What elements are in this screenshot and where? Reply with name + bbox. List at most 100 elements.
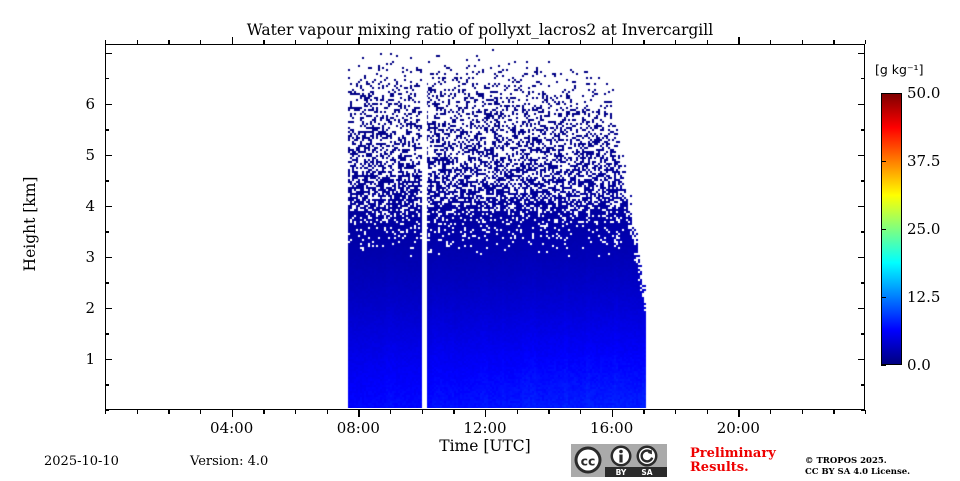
x-tick-top — [453, 40, 455, 44]
y-tick-right — [858, 154, 865, 157]
x-tick-bottom — [643, 410, 645, 414]
x-tick-label: 20:00 — [716, 419, 760, 437]
y-tick-right — [861, 78, 865, 80]
x-tick-bottom — [801, 410, 803, 414]
x-tick-bottom — [326, 410, 328, 414]
y-tick-left — [105, 231, 109, 233]
x-tick-top — [675, 40, 677, 44]
colorbar-tick — [881, 297, 886, 299]
x-tick-top — [770, 40, 772, 44]
x-tick-bottom — [516, 410, 518, 414]
x-tick-bottom — [548, 410, 550, 414]
x-tick-top — [801, 40, 803, 44]
y-tick-label: 6 — [85, 94, 95, 113]
plot-axes — [105, 44, 865, 410]
water-vapour-heatmap — [106, 45, 863, 408]
x-tick-bottom — [231, 410, 233, 417]
preliminary-line-1: Preliminary — [690, 446, 776, 461]
x-tick-bottom — [675, 410, 677, 414]
y-tick-label: 5 — [85, 145, 95, 164]
x-tick-bottom — [738, 410, 740, 417]
y-tick-left — [105, 129, 109, 131]
preliminary-line-2: Results. — [690, 460, 749, 475]
x-tick-top — [295, 40, 297, 44]
copyright-note: © TROPOS 2025. CC BY SA 4.0 License. — [805, 456, 910, 478]
cc-by-label: BY — [616, 468, 627, 477]
y-tick-right — [861, 180, 865, 182]
x-tick-label: 12:00 — [463, 419, 507, 437]
x-tick-top — [865, 40, 867, 44]
cc-sa-label: SA — [641, 468, 652, 477]
x-tick-top — [168, 40, 170, 44]
y-tick-left — [105, 384, 109, 386]
y-tick-left — [105, 358, 112, 361]
footer-date: 2025-10-10 — [44, 454, 119, 469]
y-tick-left — [105, 410, 109, 412]
x-tick-bottom — [421, 410, 423, 414]
x-tick-top — [580, 40, 582, 44]
y-tick-left — [105, 180, 109, 182]
x-tick-bottom — [706, 410, 708, 414]
x-tick-bottom — [485, 410, 487, 417]
y-tick-left — [105, 103, 112, 106]
x-tick-top — [643, 40, 645, 44]
colorbar-tick-label: 25.0 — [907, 220, 941, 238]
x-tick-bottom — [770, 410, 772, 414]
x-tick-top — [105, 40, 107, 44]
x-tick-top — [611, 37, 613, 44]
x-tick-bottom — [390, 410, 392, 414]
colorbar-tick — [881, 365, 886, 367]
x-tick-top — [231, 37, 233, 44]
x-tick-bottom — [295, 410, 297, 414]
x-tick-top — [358, 37, 360, 44]
copyright-line-2: CC BY SA 4.0 License. — [805, 467, 911, 477]
y-tick-right — [858, 103, 865, 106]
y-tick-label: 2 — [85, 298, 95, 317]
x-tick-top — [706, 40, 708, 44]
y-tick-right — [861, 129, 865, 131]
x-tick-top — [485, 37, 487, 44]
y-tick-right — [861, 231, 865, 233]
x-tick-bottom — [580, 410, 582, 414]
x-tick-bottom — [865, 410, 867, 414]
y-tick-left — [105, 78, 109, 80]
colorbar-tick-label: 37.5 — [907, 152, 941, 170]
y-tick-right — [861, 282, 865, 284]
x-tick-top — [738, 37, 740, 44]
colorbar-tick — [881, 93, 886, 95]
y-tick-label: 1 — [85, 349, 95, 368]
x-tick-top — [548, 40, 550, 44]
x-tick-top — [833, 40, 835, 44]
x-tick-label: 04:00 — [210, 419, 254, 437]
x-tick-bottom — [136, 410, 138, 414]
y-tick-label: 3 — [85, 247, 95, 266]
x-tick-top — [390, 40, 392, 44]
y-tick-left — [105, 282, 109, 284]
x-axis-label: Time [UTC] — [439, 437, 531, 455]
colorbar-units-label: [g kg⁻¹] — [875, 62, 924, 77]
cc-license-icon: cc BY SA — [571, 444, 667, 477]
x-tick-top — [263, 40, 265, 44]
x-tick-top — [326, 40, 328, 44]
svg-text:cc: cc — [581, 454, 596, 469]
footer-version: Version: 4.0 — [190, 454, 269, 469]
x-tick-bottom — [168, 410, 170, 414]
page-title: Water vapour mixing ratio of pollyxt_lac… — [246, 21, 714, 39]
creative-commons-badge[interactable]: cc BY SA — [571, 444, 667, 477]
x-tick-bottom — [611, 410, 613, 417]
y-tick-label: 4 — [85, 196, 95, 215]
y-tick-left — [105, 333, 109, 335]
x-tick-top — [421, 40, 423, 44]
x-tick-top — [136, 40, 138, 44]
x-tick-top — [200, 40, 202, 44]
x-tick-bottom — [833, 410, 835, 414]
x-tick-top — [516, 40, 518, 44]
y-tick-left — [105, 154, 112, 157]
y-tick-right — [861, 410, 865, 412]
x-tick-bottom — [453, 410, 455, 414]
x-tick-label: 16:00 — [590, 419, 634, 437]
colorbar-tick — [881, 161, 886, 163]
y-tick-right — [858, 52, 865, 54]
x-tick-label: 08:00 — [336, 419, 380, 437]
colorbar-tick-label: 50.0 — [907, 84, 941, 102]
